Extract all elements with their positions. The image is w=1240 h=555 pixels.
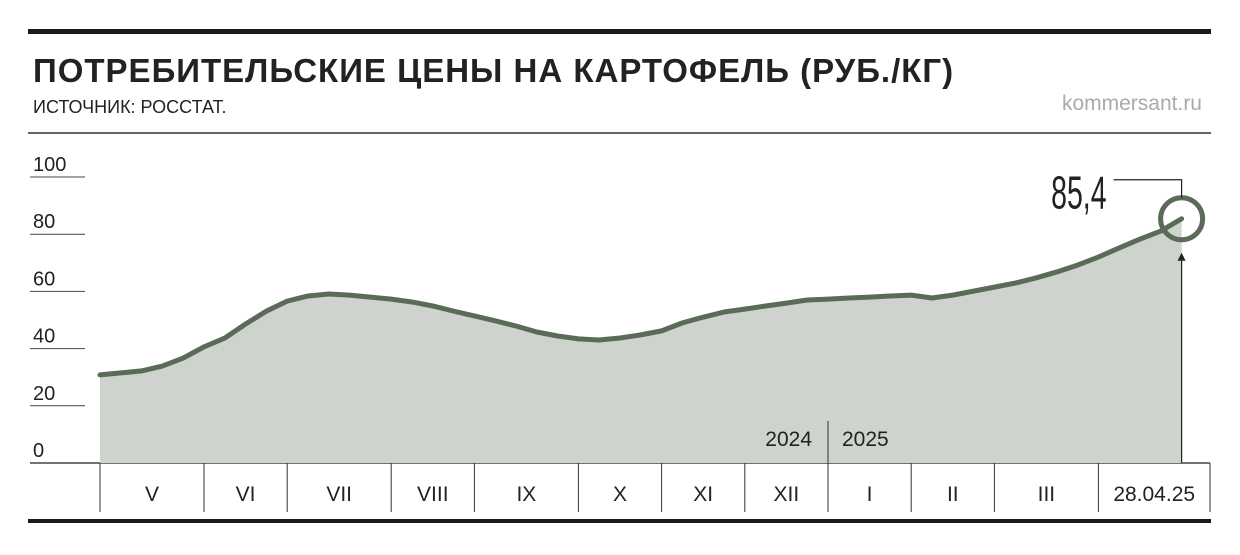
y-tick-label: 80 <box>33 211 55 233</box>
y-tick-label: 60 <box>33 268 55 290</box>
y-tick-label: 40 <box>33 326 55 348</box>
x-tick-label: II <box>947 483 959 506</box>
chart-title: ПОТРЕБИТЕЛЬСКИЕ ЦЕНЫ НА КАРТОФЕЛЬ (РУБ./… <box>33 52 954 89</box>
bottom-rule <box>28 519 1211 523</box>
data-label: 85,4 <box>1051 168 1107 220</box>
x-tick-label: V <box>145 483 159 506</box>
year-label: 2025 <box>842 428 889 451</box>
y-tick-label: 20 <box>33 383 55 405</box>
leader <box>1113 179 1183 198</box>
y-tick-label: 100 <box>33 154 66 176</box>
x-tick-label: III <box>1038 483 1056 506</box>
source: kommersant.ru <box>1062 92 1202 115</box>
y-tick-label: 0 <box>33 440 44 462</box>
area-fill <box>100 218 1182 463</box>
x-tick-label: XI <box>693 483 713 506</box>
x-tick-label: VIII <box>417 483 449 506</box>
x-tick-label: VII <box>326 483 352 506</box>
x-tick-label: 28.04.25 <box>1113 483 1195 506</box>
line <box>97 216 1185 378</box>
x-tick-label: X <box>613 483 627 506</box>
top-rule <box>28 29 1211 34</box>
subtitle: ИСТОЧНИК: РОССТАТ. <box>33 97 227 117</box>
year-label: 2024 <box>765 428 812 451</box>
arrow-head <box>1177 252 1186 261</box>
x-tick-label: XII <box>774 483 800 506</box>
x-tick-label: I <box>867 483 873 506</box>
x-tick-label: IX <box>516 483 536 506</box>
x-tick-label: VI <box>236 483 256 506</box>
